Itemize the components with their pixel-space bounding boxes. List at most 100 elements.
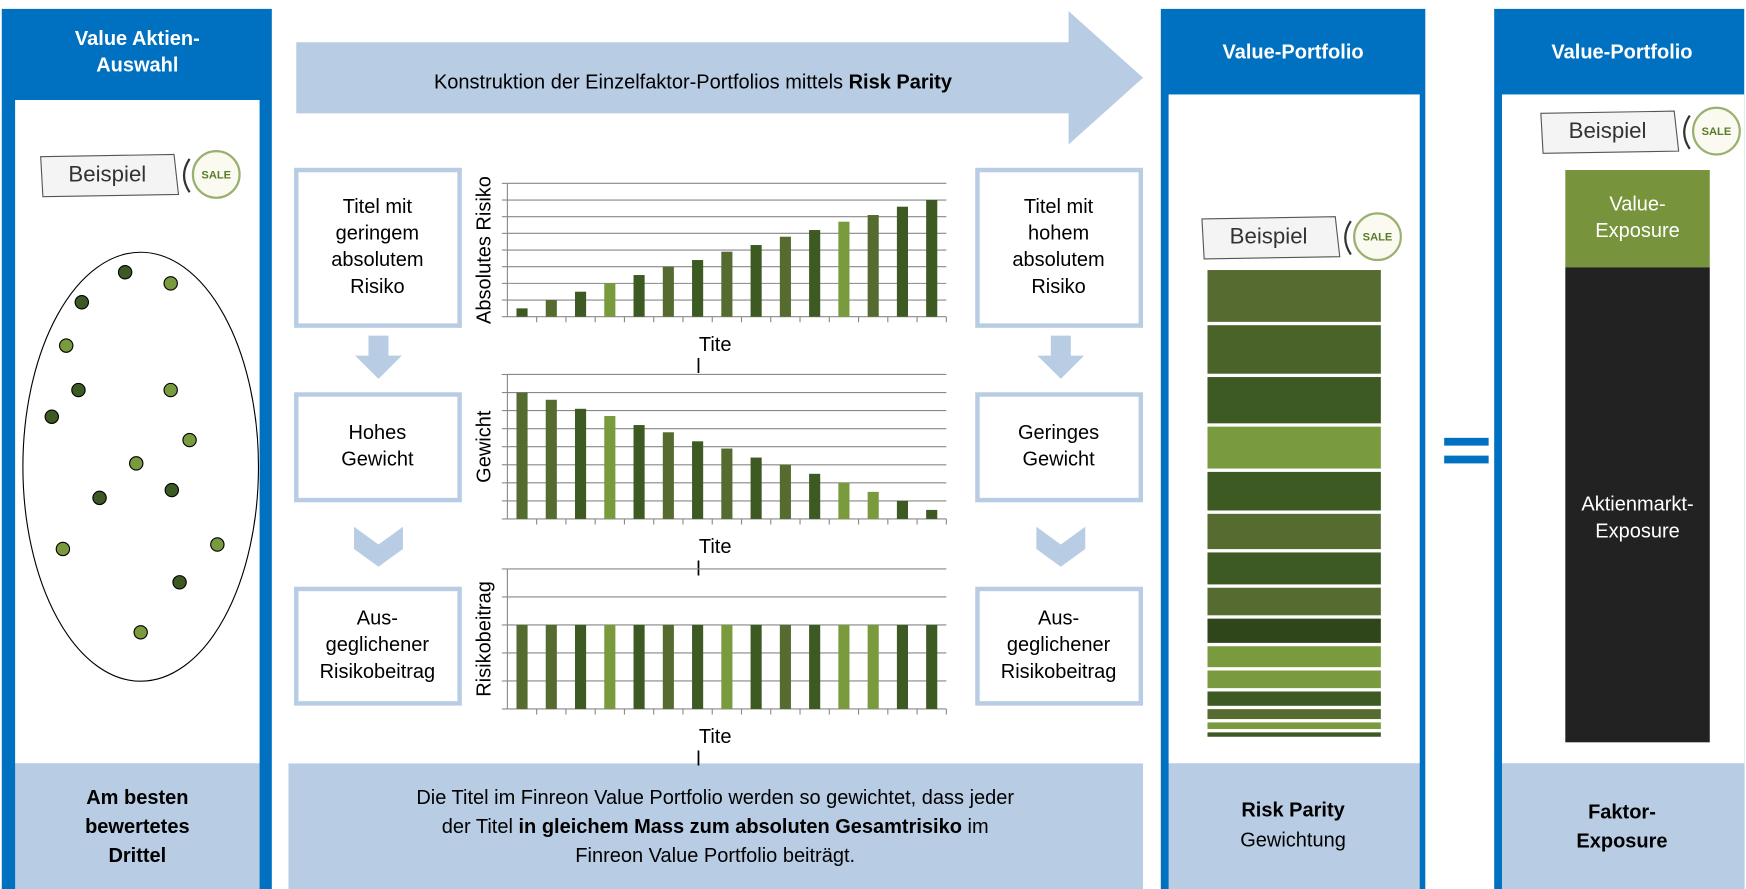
step-box-text-line: Titel mit (1024, 196, 1094, 218)
equals-sign (1444, 437, 1489, 464)
weight-stripe (1207, 513, 1381, 550)
weight-stripe (1207, 377, 1381, 424)
exposure-footer: Faktor- Exposure (1576, 802, 1667, 853)
bar (516, 624, 528, 709)
badge-seal-text: SALE (201, 170, 231, 182)
weight-stripe (1207, 670, 1381, 689)
exposure-label-line: Exposure (1595, 220, 1680, 242)
bar (809, 624, 821, 709)
bar (574, 624, 587, 709)
weight-stripe (1207, 552, 1381, 585)
bar (750, 457, 762, 519)
bar (574, 408, 587, 519)
bar (779, 624, 791, 709)
exposure-label: Aktienmarkt- Exposure (1581, 494, 1693, 543)
step-box-text-line: Risikobeitrag (1001, 661, 1117, 683)
portfolio-footer: Gewichtung (1240, 829, 1346, 851)
x-axis-label: Tite (699, 536, 732, 558)
badge-text: Beispiel (68, 161, 146, 186)
step-box-text-line: geglichener (1007, 634, 1111, 656)
bar (779, 236, 791, 317)
arrow-text: Konstruktion der Einzelfaktor-Portfolios… (434, 72, 953, 94)
left-footer-line: Drittel (108, 845, 166, 867)
bar (750, 245, 762, 317)
badge-banner (1201, 216, 1341, 260)
portfolio-footer-bold: Risk Parity (1241, 799, 1345, 821)
weight-stripe (1207, 426, 1381, 469)
step-box-text-line: Risiko (350, 276, 404, 298)
left-footer-line: bewertetes (85, 816, 190, 838)
bar (926, 509, 938, 519)
bar (896, 206, 909, 317)
bar (574, 291, 587, 317)
step-box-text-line: Titel mit (343, 196, 413, 218)
down-arrows (354, 335, 1086, 567)
footer-box (288, 763, 1144, 889)
exposure-footer-line: Exposure (1576, 831, 1667, 853)
step-box-text-line: Geringes (1018, 422, 1099, 444)
bar (867, 491, 879, 519)
weight-stripe (1207, 732, 1381, 737)
bar (692, 624, 704, 709)
bar (516, 308, 528, 317)
exposure-label-line: Exposure (1595, 521, 1680, 543)
weight-stripe (1207, 691, 1381, 706)
x-axis-label: l (696, 356, 700, 378)
step-box (975, 392, 1144, 503)
step-box-text-line: absolutem (1012, 249, 1104, 271)
step-box (975, 586, 1144, 706)
exposure-footer-box (1501, 763, 1745, 889)
step-box-text-line: Gewicht (1022, 449, 1095, 471)
bar (721, 448, 733, 519)
badge-seal (191, 150, 241, 199)
bar (692, 260, 704, 317)
badge-text: Beispiel (1569, 118, 1647, 143)
bar (692, 441, 704, 519)
badge-text: Beispiel (1230, 224, 1308, 249)
step-box-text: Aus-geglichener Risikobeitrag (1001, 608, 1117, 683)
badge-seal (1691, 106, 1741, 156)
bar (896, 500, 909, 519)
arrow-text-part: Konstruktion der Einzelfaktor-Portfolios… (434, 72, 849, 94)
x-axis-label: l (696, 748, 700, 770)
badge-seal (1353, 212, 1402, 262)
exposure-label-line: Aktienmarkt- (1581, 494, 1693, 516)
left-footer-box (15, 763, 260, 889)
bar (545, 300, 557, 317)
step-box-text-line: Gewicht (341, 449, 414, 471)
exposure-header: Value-Portfolio (1551, 42, 1692, 64)
bar (838, 624, 850, 709)
y-axis-label: Absolutes Risiko (473, 176, 495, 324)
bar (926, 624, 938, 709)
bar (662, 266, 674, 317)
exposure-block (1565, 267, 1710, 743)
weight-stripe (1207, 325, 1381, 374)
bar (721, 624, 733, 709)
bar (662, 624, 674, 709)
bar (926, 200, 938, 317)
bar (604, 624, 616, 709)
exposure-label-line: Value- (1609, 194, 1665, 216)
weight-stripe (1207, 646, 1381, 668)
step-box-text-line: Aus- (1038, 608, 1079, 630)
bar (545, 399, 557, 519)
bar (721, 251, 733, 317)
badge-banner (40, 153, 180, 198)
bar (867, 215, 879, 317)
arrow-text-bold: Risk Parity (849, 72, 953, 94)
footer-text-part: im (962, 816, 989, 838)
footer-text-part: der Titel (442, 816, 519, 838)
bar (809, 230, 821, 317)
footer-text-part: in gleichem Mass zum absoluten Gesamtris… (518, 816, 961, 838)
y-axis-label: Gewicht (473, 410, 495, 483)
bar (633, 275, 645, 317)
bar (604, 283, 616, 317)
weight-stripe (1207, 471, 1381, 511)
step-box-text: Hohes Gewicht (341, 422, 414, 471)
weight-stripe (1207, 709, 1381, 720)
step-box (294, 586, 462, 706)
bar (838, 482, 850, 519)
left-header-line: Auswahl (96, 55, 178, 77)
bar (516, 392, 528, 519)
step-box-text-line: absolutem (331, 249, 423, 271)
